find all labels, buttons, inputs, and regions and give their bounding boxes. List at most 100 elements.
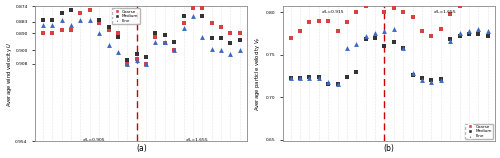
Point (226, 32, 234, 35)
Point (95, 19, 103, 21)
Text: x/L=0.905: x/L=0.905 (83, 138, 106, 142)
Point (217, 37, 225, 40)
Point (180, 22, 188, 24)
Point (390, 28, 398, 30)
Point (380, 30, 388, 32)
Point (334, 83, 342, 86)
Point (371, 3, 379, 5)
Point (437, 78, 445, 81)
Point (296, 76, 304, 79)
Point (208, 37, 216, 40)
Point (132, 57, 140, 60)
Point (334, 83, 342, 86)
Point (315, 20, 323, 22)
Point (418, 30, 426, 32)
Point (324, 82, 332, 85)
Y-axis label: Average particle velocity $V_p$: Average particle velocity $V_p$ (254, 36, 264, 111)
Legend: Coarse, Medium, Fine: Coarse, Medium, Fine (465, 124, 493, 139)
Point (484, 35, 492, 37)
Point (315, 76, 323, 78)
Point (170, 49, 178, 52)
Point (418, 76, 426, 79)
Point (408, 15, 416, 18)
Point (352, 70, 360, 73)
Point (104, 29, 112, 31)
Point (76, 19, 84, 21)
Point (334, 30, 342, 32)
Point (474, 0, 482, 3)
Point (408, 74, 416, 76)
Point (484, 3, 492, 5)
Point (152, 41, 160, 43)
Point (236, 32, 244, 35)
Point (324, 20, 332, 22)
Point (428, 79, 436, 82)
Point (217, 25, 225, 28)
Point (286, 36, 294, 39)
Text: x/L=0.915: x/L=0.915 (322, 10, 344, 14)
Point (446, 38, 454, 41)
Point (67, 24, 75, 26)
Point (198, 7, 206, 9)
Point (132, 59, 140, 62)
Point (437, 79, 445, 82)
Point (124, 59, 132, 62)
Point (39, 19, 47, 21)
Point (226, 52, 234, 55)
Point (465, 30, 473, 32)
Point (86, 9, 94, 11)
Point (161, 34, 169, 36)
Point (198, 36, 206, 38)
Text: x/L=1.655: x/L=1.655 (434, 10, 457, 14)
Point (124, 62, 132, 65)
Point (390, 7, 398, 9)
Point (437, 28, 445, 30)
Point (161, 42, 169, 45)
Point (208, 47, 216, 50)
Point (152, 36, 160, 38)
Point (48, 19, 56, 21)
Point (446, 13, 454, 15)
Point (189, 2, 197, 4)
Point (465, 1, 473, 3)
Point (380, 11, 388, 14)
Point (132, 52, 140, 55)
Point (39, 24, 47, 26)
Point (428, 35, 436, 37)
Point (306, 76, 314, 78)
Point (465, 33, 473, 36)
Point (343, 76, 351, 78)
Point (95, 22, 103, 24)
Point (296, 76, 304, 79)
Point (124, 62, 132, 65)
Point (286, 76, 294, 79)
Point (236, 39, 244, 41)
X-axis label: (b): (b) (384, 144, 394, 153)
Point (180, 15, 188, 18)
Point (352, 11, 360, 14)
Point (362, 35, 370, 37)
Point (95, 32, 103, 35)
Point (484, 30, 492, 32)
Point (456, 35, 464, 37)
Point (399, 47, 407, 49)
Point (161, 41, 169, 43)
Y-axis label: Average wind velocity $U$: Average wind velocity $U$ (5, 41, 14, 107)
Point (198, 15, 206, 18)
Point (399, 47, 407, 49)
Point (180, 27, 188, 30)
Point (152, 32, 160, 35)
Point (114, 51, 122, 53)
Point (208, 22, 216, 24)
Point (362, 38, 370, 41)
Point (48, 24, 56, 26)
Point (48, 32, 56, 35)
Point (362, 5, 370, 8)
Point (236, 49, 244, 52)
Point (296, 30, 304, 32)
Point (189, 7, 197, 9)
Legend: Coarse, Medium, Fine: Coarse, Medium, Fine (112, 8, 140, 24)
Point (86, 19, 94, 21)
Point (142, 56, 150, 58)
Point (343, 47, 351, 49)
